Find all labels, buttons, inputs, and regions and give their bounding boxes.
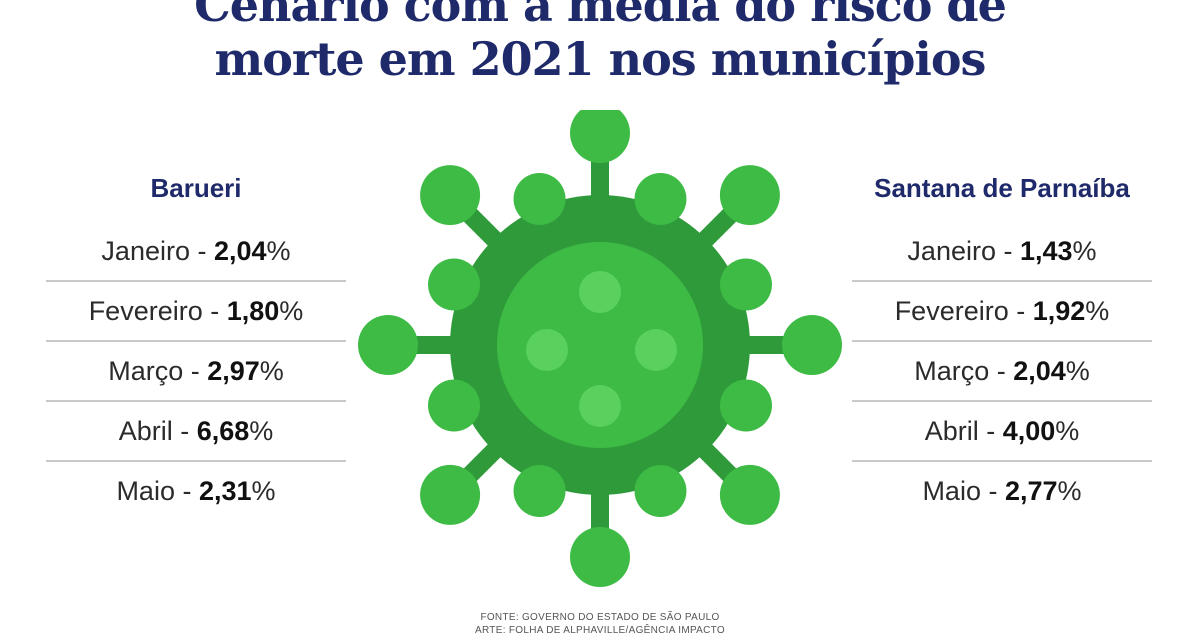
art-credit: ARTE: FOLHA DE ALPHAVILLE/AGÊNCIA IMPACT… <box>475 625 725 636</box>
month-row: Março - 2,04% <box>852 342 1152 402</box>
virus-spike-head <box>570 110 630 163</box>
virus-dot <box>526 329 568 371</box>
risk-value: 2,97 <box>207 356 260 386</box>
month-list: Janeiro - 1,43% Fevereiro - 1,92% Março - … <box>852 222 1152 520</box>
month-row: Janeiro - 2,04% <box>46 222 346 282</box>
percent-sign: % <box>251 476 276 506</box>
risk-value: 4,00 <box>1002 416 1056 446</box>
virus-dot <box>579 271 621 313</box>
virus-nub <box>428 379 481 432</box>
percent-sign: % <box>1085 296 1110 326</box>
month-label: Maio <box>922 476 981 506</box>
virus-nub <box>634 173 687 226</box>
month-label: Fevereiro <box>894 296 1009 326</box>
source-note: FONTE: GOVERNO DO ESTADO DE SÃO PAULO <box>480 612 720 623</box>
month-label: Abril <box>924 416 979 446</box>
separator: - <box>202 296 227 326</box>
virus-spike-head <box>719 165 780 226</box>
risk-value: 6,68 <box>196 416 250 446</box>
virus-nub <box>634 464 687 517</box>
month-row: Abril - 6,68% <box>46 402 346 462</box>
month-label: Maio <box>116 476 175 506</box>
month-label: Janeiro <box>907 236 996 266</box>
virus-spike-head <box>719 464 780 525</box>
separator: - <box>989 356 1014 386</box>
month-label: Fevereiro <box>88 296 203 326</box>
virus-nub <box>513 173 566 226</box>
virus-nub <box>513 464 566 517</box>
virus-spike-head <box>420 165 481 226</box>
month-row: Maio - 2,31% <box>46 462 346 520</box>
risk-value: 2,04 <box>213 236 267 266</box>
virus-inner-body <box>497 242 703 448</box>
risk-value: 1,80 <box>226 296 280 326</box>
virus-nub <box>719 379 772 432</box>
risk-value: 2,04 <box>1013 356 1066 386</box>
separator: - <box>995 236 1020 266</box>
separator: - <box>183 356 208 386</box>
percent-sign: % <box>249 416 274 446</box>
month-row: Abril - 4,00% <box>852 402 1152 462</box>
separator: - <box>172 416 197 446</box>
separator: - <box>978 416 1003 446</box>
month-row: Fevereiro - 1,80% <box>46 282 346 342</box>
separator: - <box>980 476 1005 506</box>
month-row: Maio - 2,77% <box>852 462 1152 520</box>
percent-sign: % <box>1055 416 1080 446</box>
month-label: Março <box>914 356 990 386</box>
virus-spike-head <box>570 527 630 587</box>
percent-sign: % <box>1065 356 1090 386</box>
month-label: Janeiro <box>101 236 190 266</box>
barueri-column: Barueri Janeiro - 2,04% Fevereiro - 1,80%… <box>46 168 346 520</box>
virus-spike-head <box>782 315 842 375</box>
virus-dot <box>579 385 621 427</box>
santana-column: Santana de Parnaíba Janeiro - 1,43% Fever… <box>852 168 1152 520</box>
separator: - <box>189 236 214 266</box>
separator: - <box>1008 296 1033 326</box>
percent-sign: % <box>266 236 291 266</box>
month-list: Janeiro - 2,04% Fevereiro - 1,80% Março - … <box>46 222 346 520</box>
percent-sign: % <box>1057 476 1082 506</box>
separator: - <box>174 476 199 506</box>
column-title: Barueri <box>150 173 242 203</box>
title-line-1: Cenário com a média do risco de <box>194 0 1007 32</box>
column-title: Santana de Parnaíba <box>874 173 1130 203</box>
virus-nub <box>719 258 772 311</box>
virus-spike-head <box>420 464 481 525</box>
month-label: Abril <box>118 416 173 446</box>
title-line-2: morte em 2021 nos municípios <box>214 32 987 86</box>
risk-value: 2,31 <box>198 476 252 506</box>
risk-value: 1,43 <box>1019 236 1073 266</box>
risk-value: 2,77 <box>1004 476 1058 506</box>
risk-value: 1,92 <box>1032 296 1086 326</box>
month-row: Fevereiro - 1,92% <box>852 282 1152 342</box>
percent-sign: % <box>1072 236 1097 266</box>
virus-icon <box>358 110 842 587</box>
percent-sign: % <box>259 356 284 386</box>
virus-spike-head <box>358 315 418 375</box>
month-row: Janeiro - 1,43% <box>852 222 1152 282</box>
month-label: Março <box>108 356 184 386</box>
virus-nub <box>428 258 481 311</box>
virus-dot <box>635 329 677 371</box>
month-row: Março - 2,97% <box>46 342 346 402</box>
percent-sign: % <box>279 296 304 326</box>
